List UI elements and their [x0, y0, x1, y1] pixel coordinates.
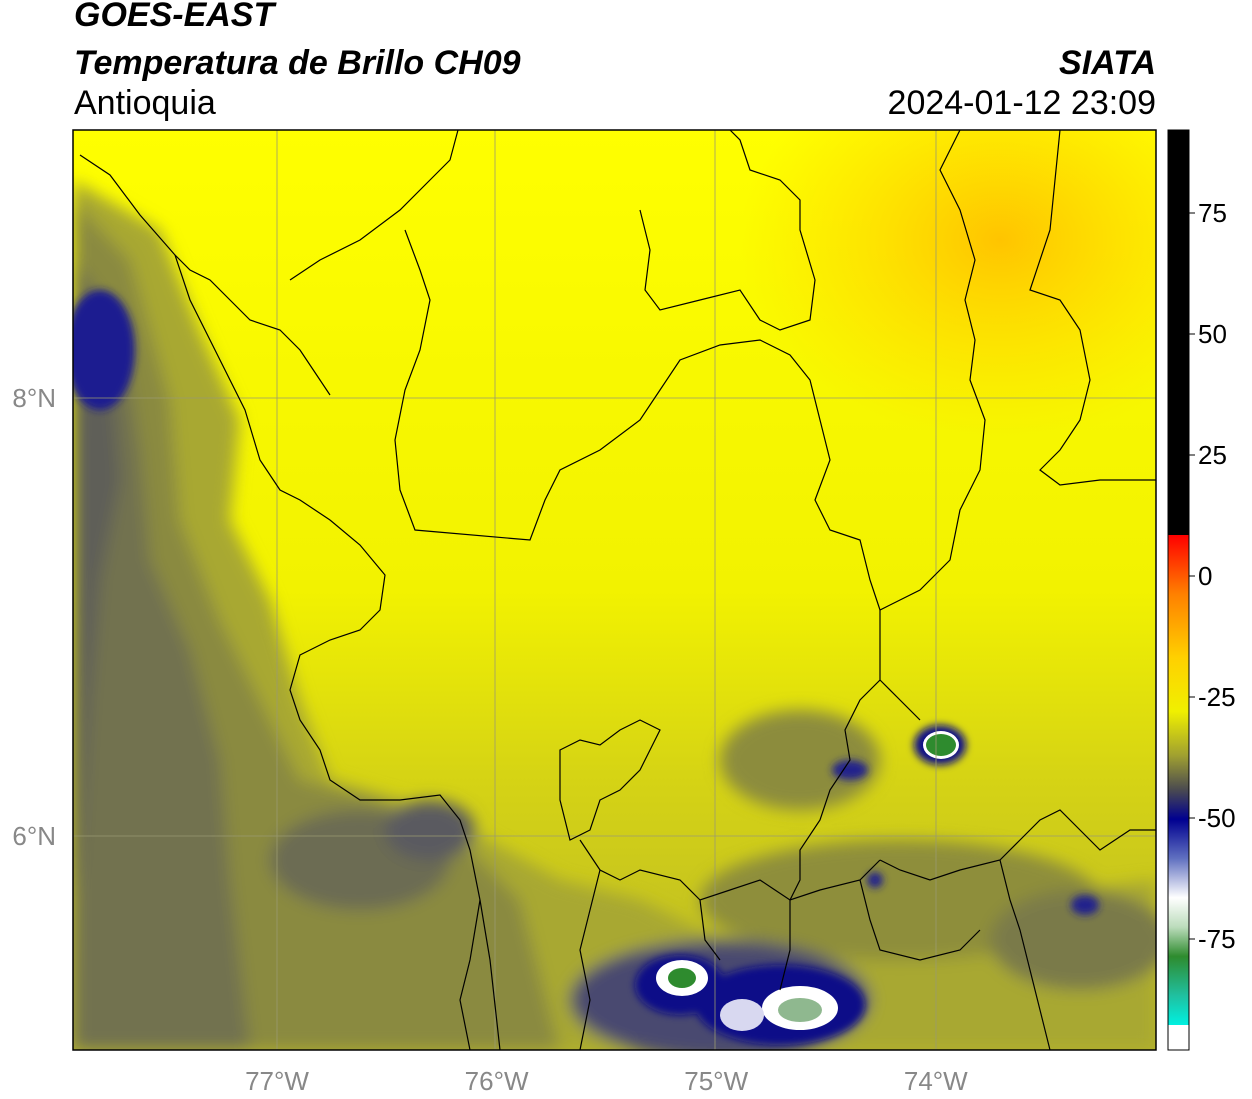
colorbar-tick-label: -75	[1198, 924, 1236, 954]
longitude-labels: 77°W 76°W 75°W 74°W	[245, 1066, 968, 1096]
datetime-label: 2024-01-12 23:09	[887, 84, 1156, 122]
satellite-title: GOES-EAST	[74, 0, 275, 34]
lon-label: 77°W	[245, 1066, 309, 1096]
temperature-raster	[73, 130, 1156, 1050]
colorbar-ticks: 75 50 25 0 -25 -50 -75	[1189, 198, 1236, 954]
colorbar-gradient	[1168, 535, 1189, 1025]
agency-label: SIATA	[1059, 44, 1156, 82]
colorbar-tick-label: -50	[1198, 803, 1236, 833]
latitude-labels: 8°N 6°N	[12, 383, 56, 851]
colorbar-tick-label: -25	[1198, 682, 1236, 712]
lon-label: 76°W	[465, 1066, 529, 1096]
lat-label: 6°N	[12, 821, 56, 851]
map-frame	[72, 129, 1157, 1051]
boundaries	[79, 130, 1156, 1050]
colorbar: 75 50 25 0 -25 -50 -75	[1167, 129, 1236, 1051]
colorbar-tick-label: 50	[1198, 319, 1227, 349]
region-label: Antioquia	[74, 84, 216, 122]
colorbar-tick-label: 75	[1198, 198, 1227, 228]
product-title: Temperatura de Brillo CH09	[74, 44, 521, 82]
colorbar-black-segment	[1168, 130, 1189, 535]
lon-label: 75°W	[684, 1066, 748, 1096]
colorbar-white-segment	[1168, 1025, 1189, 1050]
lon-label: 74°W	[904, 1066, 968, 1096]
lat-label: 8°N	[12, 383, 56, 413]
colorbar-frame	[1167, 129, 1190, 1051]
graticule	[73, 130, 1156, 1050]
colorbar-tick-label: 0	[1198, 561, 1212, 591]
colorbar-tick-label: 25	[1198, 440, 1227, 470]
